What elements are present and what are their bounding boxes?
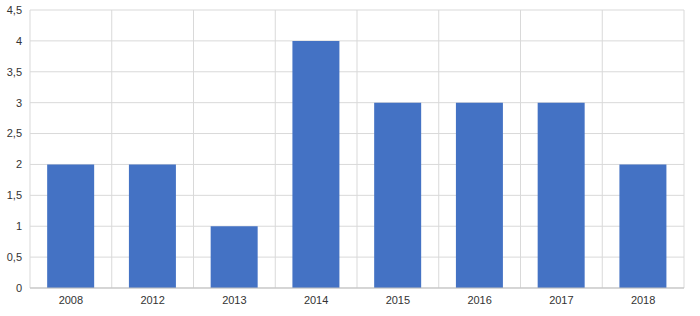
svg-text:2008: 2008 xyxy=(59,294,83,306)
svg-text:3: 3 xyxy=(16,97,22,109)
svg-text:0,5: 0,5 xyxy=(8,251,22,263)
svg-text:0: 0 xyxy=(16,282,22,294)
svg-text:2: 2 xyxy=(16,158,22,170)
svg-text:4,5: 4,5 xyxy=(8,4,22,16)
svg-text:2015: 2015 xyxy=(386,294,410,306)
svg-text:2012: 2012 xyxy=(140,294,164,306)
svg-text:2,5: 2,5 xyxy=(8,127,22,139)
svg-text:1,5: 1,5 xyxy=(8,189,22,201)
svg-text:4: 4 xyxy=(16,35,22,47)
svg-text:2013: 2013 xyxy=(222,294,246,306)
svg-text:3,5: 3,5 xyxy=(8,66,22,78)
svg-text:2016: 2016 xyxy=(467,294,491,306)
svg-text:2014: 2014 xyxy=(304,294,328,306)
svg-text:2017: 2017 xyxy=(549,294,573,306)
svg-text:1: 1 xyxy=(16,220,22,232)
svg-text:2018: 2018 xyxy=(631,294,655,306)
